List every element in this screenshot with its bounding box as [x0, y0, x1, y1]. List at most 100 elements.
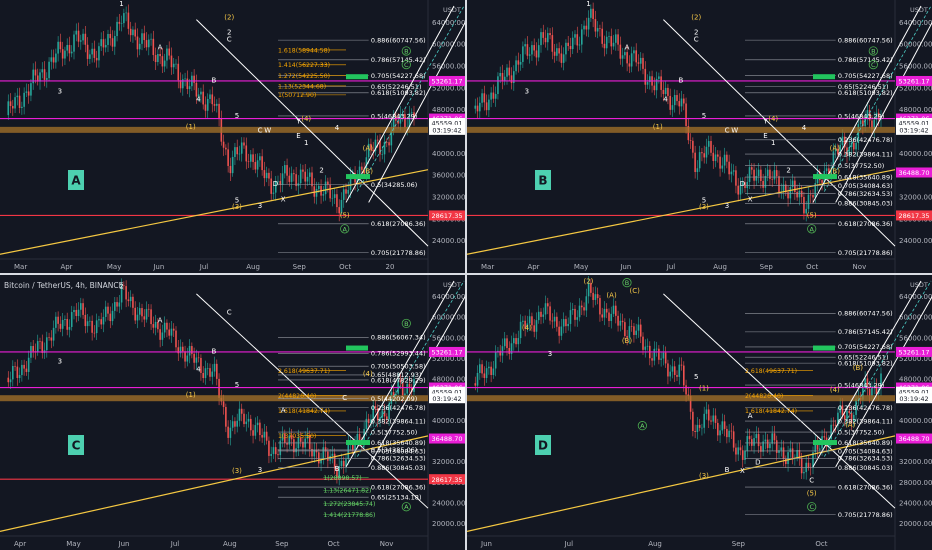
candle-body — [277, 454, 279, 456]
candle-body — [52, 57, 55, 63]
fib-level-label: 0.886(30845.03) — [838, 464, 893, 472]
candle-body — [617, 34, 619, 45]
candle-body — [673, 366, 676, 376]
candle-body — [16, 95, 19, 98]
circled-wave-ring — [622, 278, 632, 288]
ext-level-label: 2(44820.40) — [278, 393, 316, 400]
wave-label: 3 — [525, 87, 529, 95]
channel-line — [835, 21, 932, 203]
candle-body — [528, 54, 531, 56]
candle-body — [769, 169, 771, 179]
panel-badge-label: C — [72, 439, 81, 453]
candle-body — [313, 449, 316, 457]
price-tick-label: 24000.00 — [432, 237, 465, 245]
candle-body — [705, 409, 708, 414]
candle-body — [288, 435, 291, 445]
candle-body — [179, 80, 182, 89]
candle-body — [145, 308, 148, 320]
ext-level-label: 1.13(52344.68) — [278, 83, 326, 90]
candle-body — [492, 92, 495, 99]
candle-body — [705, 146, 708, 158]
candle-body — [64, 319, 66, 320]
candle-body — [739, 185, 742, 195]
candle-body — [866, 110, 869, 118]
candle-body — [658, 76, 660, 79]
wave-label: 3 — [58, 87, 62, 95]
wave-label: D — [740, 180, 745, 188]
candle-body — [245, 145, 248, 162]
candle-body — [775, 440, 778, 453]
candle-body — [789, 448, 792, 453]
candle-body — [152, 38, 155, 56]
candle-body — [771, 433, 773, 444]
target-zone — [813, 74, 835, 80]
candle-body — [837, 148, 839, 155]
price-badge-label: 28617.35 — [898, 212, 929, 220]
vertical-divider[interactable] — [465, 0, 467, 550]
candle-body — [712, 152, 715, 161]
candle-body — [91, 48, 93, 55]
candle-body — [64, 50, 66, 59]
candle-body — [649, 76, 651, 83]
candle-body — [798, 449, 801, 459]
candle-body — [358, 166, 361, 179]
candle-body — [658, 348, 660, 360]
candle-body — [834, 424, 837, 426]
candle-body — [157, 321, 159, 330]
time-tick-label: Apr — [14, 540, 26, 548]
candle-body — [143, 316, 146, 320]
candle-body — [785, 184, 787, 193]
candle-body — [803, 472, 805, 474]
price-badge-label: 28617.35 — [431, 476, 462, 484]
candle-body — [721, 165, 724, 169]
fib-level-label: 0.705(54227.68) — [371, 72, 426, 80]
price-tick-label: 20000.00 — [432, 520, 465, 528]
candle-body — [186, 78, 189, 90]
candle-body — [68, 326, 71, 330]
candle-body — [574, 34, 576, 38]
candle-body — [193, 75, 195, 83]
candle-body — [519, 321, 522, 339]
candle-body — [340, 460, 343, 467]
candle-body — [82, 33, 84, 41]
wave-label: A — [625, 44, 630, 52]
candle-body — [254, 425, 257, 436]
price-badge-bg — [896, 75, 932, 86]
candle-body — [567, 42, 569, 47]
candle-body — [644, 346, 647, 350]
candle-body — [175, 63, 177, 65]
candle-body — [410, 387, 413, 392]
horizontal-divider[interactable] — [0, 273, 932, 275]
candle-body — [732, 170, 735, 172]
candle-body — [578, 44, 581, 46]
fib-level-label: 0.618(27086.36) — [371, 483, 426, 491]
candle-body — [726, 154, 728, 162]
candle-body — [483, 373, 486, 378]
price-badge-bg — [896, 124, 932, 135]
ext-level-label: 2.618(49637.71) — [745, 368, 797, 375]
candle-body — [302, 441, 304, 448]
candle-body — [70, 312, 73, 327]
candle-body — [209, 94, 211, 99]
candle-body — [367, 143, 370, 158]
candle-body — [843, 415, 846, 420]
candle-body — [519, 61, 522, 65]
candle-body — [601, 314, 603, 318]
candle-body — [544, 37, 547, 43]
candle-body — [862, 387, 864, 400]
candle-body — [503, 76, 506, 82]
candle-body — [868, 389, 871, 396]
candle-body — [646, 345, 649, 347]
chart-panel-d[interactable]: 20000.0024000.0028000.0032000.0036000.00… — [467, 275, 932, 550]
candle-body — [547, 33, 549, 43]
candle-body — [134, 29, 136, 37]
candle-body — [286, 165, 288, 176]
candle-body — [36, 341, 39, 353]
chart-panel-a[interactable]: 24000.0028000.0032000.0036000.0040000.00… — [0, 0, 465, 273]
fib-level-label: 0.236(42476.78) — [838, 136, 893, 144]
time-tick-label: Jun — [619, 263, 631, 271]
chart-panel-c[interactable]: 20000.0024000.0028000.0032000.0036000.00… — [0, 275, 465, 550]
fib-level-label: 0.382(39864.11) — [838, 417, 893, 425]
chart-panel-b[interactable]: 24000.0028000.0032000.0036000.0040000.00… — [467, 0, 932, 273]
fib-level-label: 0.705(34084.63) — [838, 182, 893, 190]
